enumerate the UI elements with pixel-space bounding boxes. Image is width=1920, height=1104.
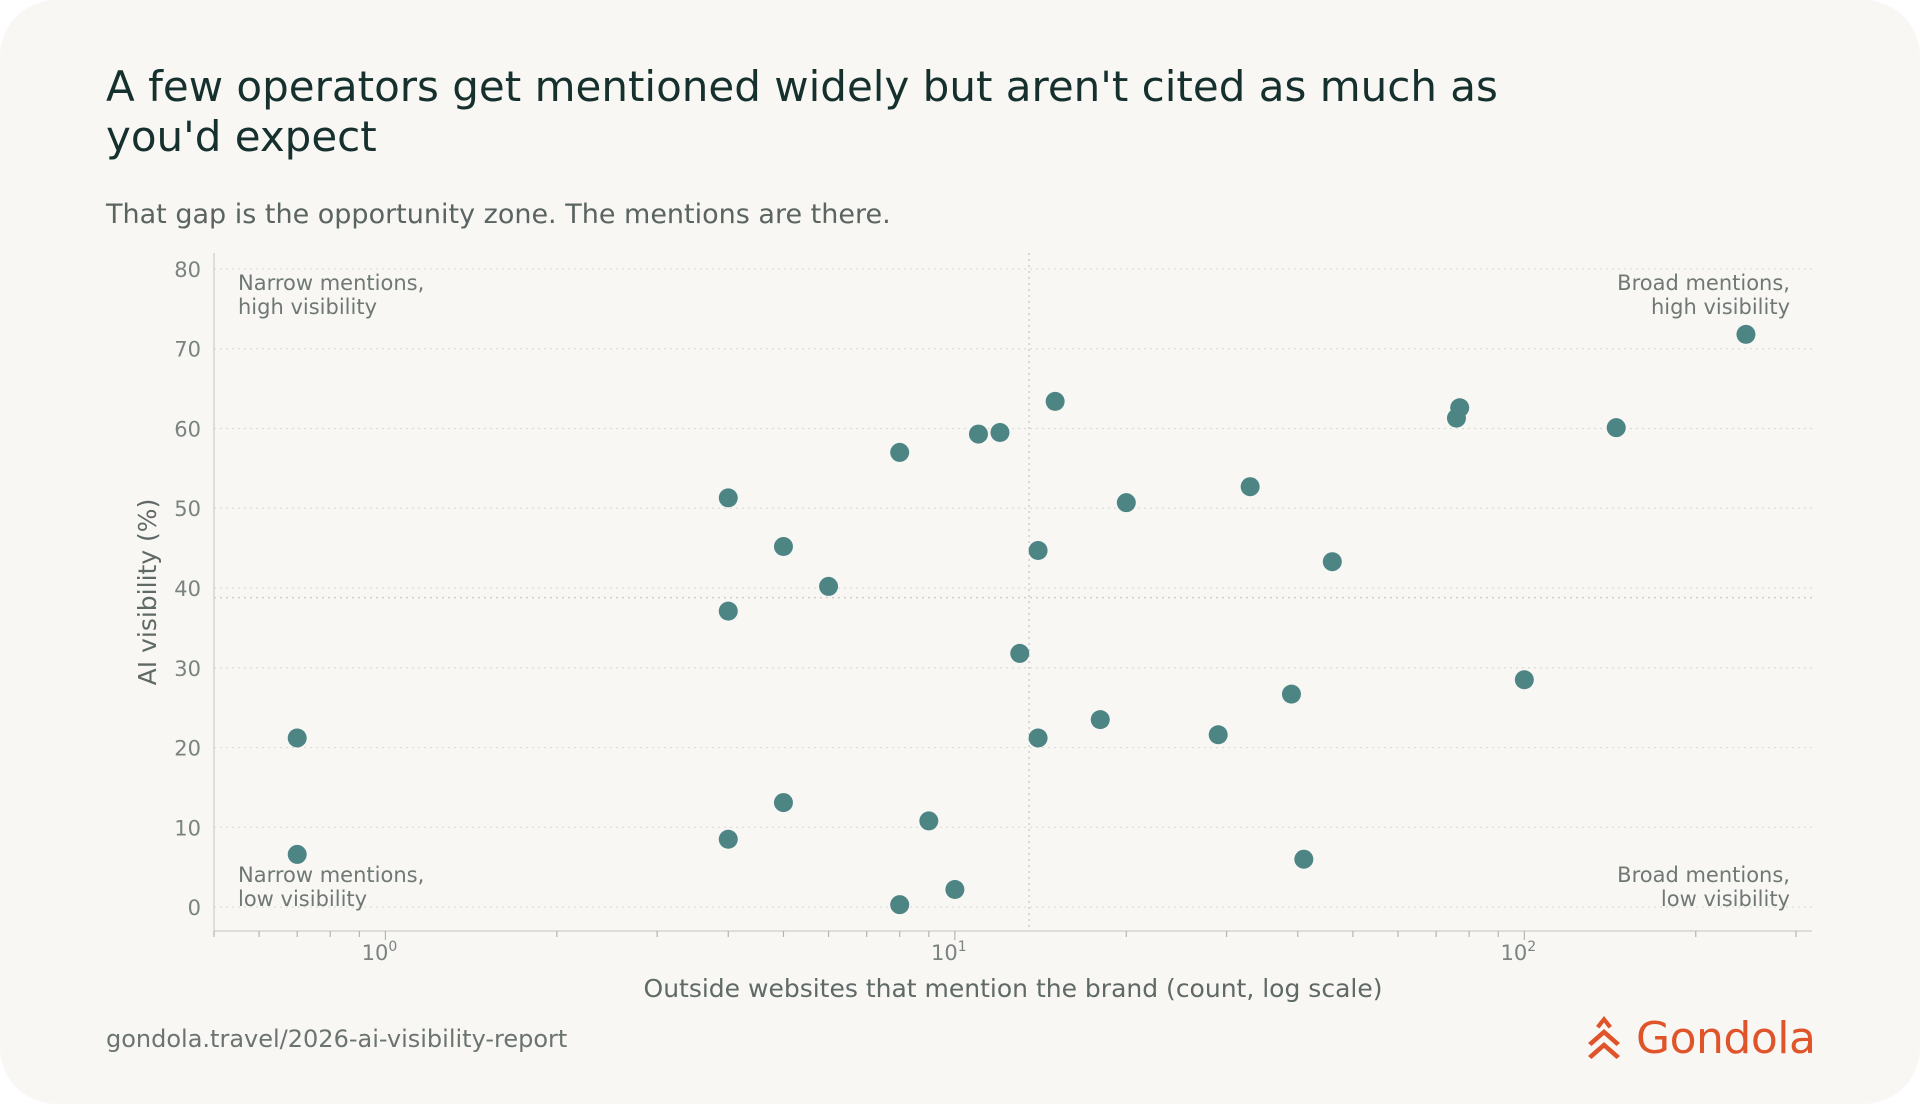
data-point [718,829,738,849]
data-point [287,844,307,864]
data-point [919,811,939,831]
data-point [1116,493,1136,513]
data-point [1028,541,1048,561]
x-tick-label: 101 [931,939,967,965]
data-point [1606,418,1626,438]
data-point [1028,728,1048,748]
data-point [287,728,307,748]
y-tick-label: 60 [174,417,201,441]
data-point [1045,391,1065,411]
y-axis-label: AI visibility (%) [133,499,162,686]
y-tick-label: 50 [174,497,201,521]
quadrant-label-bottom-right: Broad mentions, low visibility [1617,863,1790,911]
chart-title: A few operators get mentioned widely but… [106,62,1498,161]
data-point [1514,670,1534,690]
y-tick-label: 30 [174,657,201,681]
data-point [1294,849,1314,869]
gondola-logo[interactable]: Gondola [1582,1008,1822,1068]
quadrant-label-top-right: Broad mentions, high visibility [1617,271,1790,319]
data-point [1736,324,1756,344]
data-point [1240,477,1260,497]
point-layer [287,324,1756,915]
y-tick-label: 0 [188,896,201,920]
label-layer: Narrow mentions, high visibility Broad men… [238,271,1790,911]
y-tick-label: 10 [174,816,201,840]
y-tick-label: 40 [174,577,201,601]
data-point [890,895,910,915]
brand-name: Gondola [1636,1012,1816,1064]
data-point [718,488,738,508]
data-point [718,601,738,621]
data-point [773,793,793,813]
x-axis-label: Outside websites that mention the brand … [644,974,1383,1003]
y-tick-label: 20 [174,737,201,761]
data-point [1281,684,1301,704]
data-point [1010,643,1030,663]
x-tick-label: 100 [362,939,398,965]
data-point [819,576,839,596]
data-point [773,537,793,557]
data-point [990,422,1010,442]
data-point [1208,725,1228,745]
data-point [890,442,910,462]
quadrant-label-bottom-left: Narrow mentions, low visibility [238,863,424,911]
gondola-chevron-icon [1588,1016,1620,1059]
data-point [968,424,988,444]
report-url[interactable]: gondola.travel/2026-ai-visibility-report [106,1025,568,1053]
y-tick-label: 80 [174,258,201,282]
chart-subtitle: That gap is the opportunity zone. The me… [106,199,891,230]
axis-layer: 0 10 20 30 40 50 60 70 80 100 101 102 Outside websit… [133,253,1812,1003]
data-point [1450,398,1470,418]
quadrant-label-top-left: Narrow mentions, high visibility [238,271,424,319]
grid-layer [214,253,1812,931]
data-point [1090,710,1110,730]
data-point [1322,552,1342,572]
x-tick-label: 102 [1501,939,1537,965]
data-point [945,880,965,900]
y-tick-label: 70 [174,338,201,362]
